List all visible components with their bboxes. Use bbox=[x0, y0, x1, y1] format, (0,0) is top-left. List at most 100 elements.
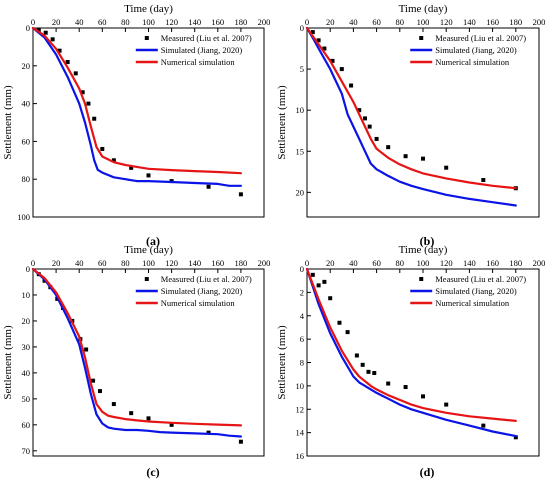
x-tick-label: 140 bbox=[188, 258, 201, 268]
x-tick-label: 160 bbox=[486, 258, 499, 268]
measured-point bbox=[349, 83, 354, 88]
measured-point bbox=[206, 430, 211, 435]
x-tick-label: 40 bbox=[75, 258, 84, 268]
y-tick-label: 40 bbox=[22, 368, 31, 378]
measured-point bbox=[421, 394, 425, 399]
measured-point bbox=[111, 402, 116, 407]
chart-panel-a: 0 20 40 60 80 100 120 140 160 180 200 0 20 40 60 80 100 T… bbox=[2, 3, 270, 248]
panel-caption: (d) bbox=[420, 465, 435, 479]
legend-marker-measured bbox=[144, 277, 149, 281]
y-tick-label: 0 bbox=[300, 23, 304, 33]
legend-label: Measured (Liu et al. 2007) bbox=[161, 274, 252, 284]
y-tick-label: 2 bbox=[300, 287, 304, 297]
x-tick-label: 120 bbox=[440, 17, 453, 27]
x-tick-label: 40 bbox=[349, 17, 358, 27]
measured-point bbox=[73, 71, 78, 76]
measured-point bbox=[444, 165, 449, 170]
x-axis-title: Time (day) bbox=[399, 3, 448, 15]
x-tick-label: 60 bbox=[98, 17, 107, 27]
measured-point bbox=[337, 320, 342, 325]
x-tick-label: 200 bbox=[533, 258, 546, 268]
y-tick-label: 16 bbox=[296, 451, 305, 461]
measured-point bbox=[403, 385, 408, 390]
measured-point bbox=[316, 283, 321, 288]
chart-panel-b: 0 20 40 60 80 100 120 140 160 180 200 0 5 10 15 20 Time … bbox=[276, 3, 545, 248]
y-tick-label: 4 bbox=[300, 311, 305, 321]
measured-point bbox=[43, 30, 48, 35]
legend-marker-measured bbox=[419, 36, 424, 40]
y-tick-label: 40 bbox=[22, 99, 31, 109]
y-tick-label: 20 bbox=[22, 61, 31, 71]
chart-panel-c: 0 20 40 60 80 100 120 140 160 180 200 0 10 20 30 40 50 60… bbox=[2, 244, 270, 479]
y-tick-label: 12 bbox=[296, 404, 305, 414]
x-tick-label: 160 bbox=[211, 17, 224, 27]
measured-point bbox=[363, 116, 367, 121]
measured-point bbox=[206, 184, 211, 189]
x-tick-label: 100 bbox=[417, 17, 430, 27]
y-tick-label: 0 bbox=[26, 23, 30, 33]
x-axis-title: Time (day) bbox=[124, 244, 173, 256]
measured-point bbox=[50, 37, 55, 42]
y-axis-title: Settlement (mm) bbox=[2, 85, 14, 160]
y-tick-label: 50 bbox=[22, 394, 31, 404]
y-tick-label: 60 bbox=[22, 420, 31, 430]
chart-panel-d: 0 20 40 60 80 100 120 140 160 180 200 0 2 4 6 8 10 12 14 16… bbox=[276, 244, 545, 479]
y-tick-label: 0 bbox=[300, 264, 304, 274]
panel-caption: (c) bbox=[146, 465, 159, 479]
x-tick-label: 20 bbox=[326, 17, 335, 27]
legend-label: Numerical simulation bbox=[435, 298, 510, 308]
y-axis-title: Settlement (mm) bbox=[276, 325, 288, 400]
y-tick-label: 0 bbox=[26, 264, 30, 274]
measured-point bbox=[444, 402, 449, 407]
measured-point bbox=[513, 435, 518, 440]
y-tick-label: 20 bbox=[296, 187, 305, 197]
measured-point bbox=[100, 146, 105, 151]
measured-point bbox=[80, 90, 85, 95]
measured-point bbox=[481, 423, 486, 428]
x-tick-label: 140 bbox=[463, 17, 476, 27]
y-tick-label: 60 bbox=[22, 136, 31, 146]
measured-point bbox=[86, 101, 91, 106]
measured-point bbox=[238, 192, 243, 197]
measured-point bbox=[403, 154, 408, 159]
measured-point bbox=[310, 30, 315, 35]
legend-marker-measured bbox=[419, 277, 424, 281]
x-tick-label: 60 bbox=[98, 258, 107, 268]
x-tick-label: 80 bbox=[121, 258, 130, 268]
x-tick-label: 40 bbox=[75, 17, 84, 27]
measured-point bbox=[345, 330, 350, 335]
measured-point bbox=[92, 116, 97, 121]
legend-label: Simulated (Jiang, 2020) bbox=[435, 286, 517, 296]
measured-point bbox=[57, 48, 62, 53]
x-tick-label: 40 bbox=[349, 258, 358, 268]
y-axis-title: Settlement (mm) bbox=[276, 85, 288, 160]
measured-point bbox=[372, 371, 377, 376]
measured-point bbox=[129, 411, 134, 416]
legend-label: Numerical simulation bbox=[435, 57, 510, 67]
y-tick-label: 80 bbox=[22, 174, 31, 184]
x-tick-label: 20 bbox=[52, 258, 61, 268]
measured-point bbox=[367, 124, 372, 129]
numerical-simulation-line bbox=[31, 267, 242, 427]
legend-label: Measured (Liu et al. 2007) bbox=[161, 33, 252, 43]
x-tick-label: 160 bbox=[486, 17, 499, 27]
y-tick-label: 10 bbox=[296, 381, 305, 391]
measured-point bbox=[328, 296, 333, 301]
measured-point bbox=[360, 362, 365, 367]
simulated-jiang-line bbox=[305, 267, 517, 438]
y-tick-label: 5 bbox=[300, 64, 304, 74]
x-tick-label: 80 bbox=[396, 258, 405, 268]
legend-label: Simulated (Jiang, 2020) bbox=[161, 45, 243, 55]
numerical-simulation-line bbox=[305, 26, 517, 190]
measured-point bbox=[386, 145, 391, 150]
y-tick-label: 15 bbox=[296, 146, 305, 156]
x-tick-label: 140 bbox=[188, 17, 201, 27]
simulated-jiang-line bbox=[305, 26, 517, 207]
measured-point bbox=[97, 389, 102, 394]
x-tick-label: 0 bbox=[305, 17, 309, 27]
x-tick-label: 120 bbox=[165, 17, 178, 27]
y-tick-label: 10 bbox=[22, 290, 31, 300]
measured-point bbox=[481, 178, 486, 183]
legend-marker-measured bbox=[144, 36, 149, 40]
x-tick-label: 100 bbox=[142, 258, 155, 268]
